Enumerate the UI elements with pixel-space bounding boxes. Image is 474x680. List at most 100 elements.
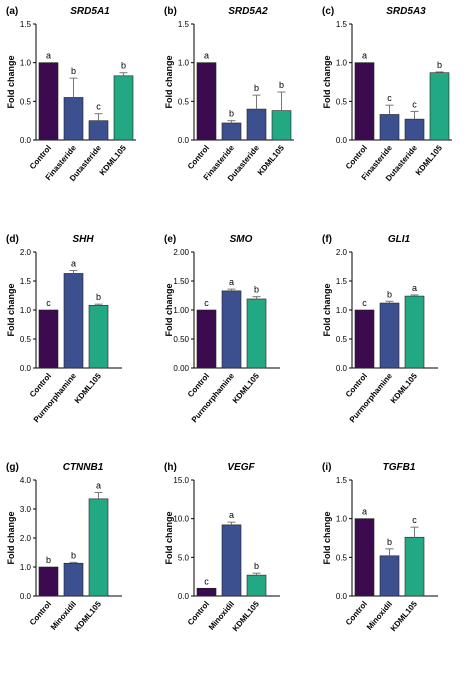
y-tick-label: 1.0 <box>336 515 348 524</box>
chart-title: GLI1 <box>388 234 411 245</box>
y-axis-label: Fold change <box>164 283 174 336</box>
significance-label: a <box>204 51 209 61</box>
chart-title: SRD5A1 <box>70 6 110 17</box>
significance-label: b <box>254 561 259 571</box>
y-tick-label: 1.0 <box>336 59 348 68</box>
chart-title: SRD5A3 <box>386 6 426 17</box>
significance-label: a <box>412 283 417 293</box>
y-axis-label: Fold change <box>6 511 16 564</box>
significance-label: a <box>362 51 367 61</box>
bar <box>38 566 59 597</box>
x-tick-label: KDML105 <box>256 143 287 177</box>
significance-label: a <box>229 277 234 287</box>
bar <box>246 108 267 141</box>
bar <box>246 574 267 597</box>
y-tick-label: 1.5 <box>178 20 190 29</box>
x-tick-label: KDML105 <box>73 371 104 405</box>
y-axis-label: Fold change <box>6 55 16 108</box>
panel-label: (h) <box>164 462 177 473</box>
significance-label: b <box>46 555 51 565</box>
significance-label: b <box>71 550 76 560</box>
y-tick-label: 4.0 <box>20 476 32 485</box>
y-tick-label: 0.5 <box>20 97 32 106</box>
y-tick-label: 1.0 <box>20 59 32 68</box>
significance-label: b <box>279 80 284 90</box>
x-tick-label: Control <box>186 144 211 172</box>
chart-title: SRD5A2 <box>228 6 268 17</box>
y-tick-label: 1.5 <box>336 476 348 485</box>
y-tick-label: 0.50 <box>173 335 189 344</box>
bar <box>88 498 109 597</box>
significance-label: b <box>387 289 392 299</box>
y-tick-label: 15.0 <box>173 476 189 485</box>
bar <box>88 120 109 141</box>
y-tick-label: 10.0 <box>173 515 189 524</box>
bar <box>354 309 375 369</box>
panel-label: (d) <box>6 234 19 245</box>
y-axis-label: Fold change <box>322 511 332 564</box>
y-tick-label: 1.5 <box>20 277 32 286</box>
bar <box>113 75 134 141</box>
bar <box>221 524 242 597</box>
y-tick-label: 0.00 <box>173 364 189 373</box>
x-tick-label: KDML105 <box>389 371 420 405</box>
bar <box>63 562 84 597</box>
bar <box>196 587 217 597</box>
y-tick-label: 0.5 <box>20 335 32 344</box>
y-tick-label: 2.00 <box>173 248 189 257</box>
bar <box>246 298 267 369</box>
y-tick-label: 1.5 <box>20 20 32 29</box>
y-axis-label: Fold change <box>164 511 174 564</box>
bar <box>196 62 217 141</box>
significance-label: c <box>412 515 417 525</box>
y-tick-label: 1.5 <box>336 20 348 29</box>
x-tick-label: Control <box>186 372 211 400</box>
significance-label: b <box>71 66 76 76</box>
significance-label: c <box>204 298 209 308</box>
panel-label: (c) <box>322 6 334 17</box>
y-tick-label: 0.5 <box>178 97 190 106</box>
y-tick-label: 2.0 <box>20 534 32 543</box>
y-axis-label: Fold change <box>6 283 16 336</box>
chart-panel: (b) SRD5A2 Fold change 0.0 0.5 1.0 1.5 a Control… <box>164 6 294 183</box>
bar <box>221 290 242 369</box>
bar <box>63 97 84 141</box>
y-tick-label: 1.5 <box>336 277 348 286</box>
y-tick-label: 1.0 <box>20 563 32 572</box>
significance-label: b <box>254 83 259 93</box>
y-tick-label: 1.00 <box>173 306 189 315</box>
y-tick-label: 0.5 <box>336 97 348 106</box>
bar <box>404 536 425 597</box>
bar <box>404 118 425 141</box>
bar <box>379 555 400 597</box>
significance-label: c <box>46 298 51 308</box>
significance-label: a <box>46 51 51 61</box>
bar <box>379 302 400 369</box>
y-tick-label: 3.0 <box>20 505 32 514</box>
x-tick-label: Control <box>28 372 53 400</box>
y-axis-label: Fold change <box>322 283 332 336</box>
significance-label: a <box>71 259 76 269</box>
panel-label: (e) <box>164 234 176 245</box>
significance-label: b <box>96 292 101 302</box>
x-tick-label: Control <box>28 144 53 172</box>
panel-label: (a) <box>6 6 18 17</box>
panel-label: (g) <box>6 462 19 473</box>
y-tick-label: 0.0 <box>336 592 348 601</box>
bar <box>221 122 242 141</box>
chart-title: TGFB1 <box>383 462 416 473</box>
y-tick-label: 1.0 <box>336 306 348 315</box>
bar <box>429 72 450 141</box>
y-tick-label: 0.0 <box>178 136 190 145</box>
x-tick-label: KDML105 <box>389 599 420 633</box>
bar <box>354 62 375 141</box>
bar <box>404 295 425 369</box>
panel-label: (i) <box>322 462 331 473</box>
x-tick-label: KDML105 <box>73 599 104 633</box>
bar <box>271 110 292 141</box>
x-tick-label: Control <box>344 144 369 172</box>
chart-title: VEGF <box>227 462 255 473</box>
bar <box>354 518 375 597</box>
x-tick-label: Control <box>344 600 369 628</box>
